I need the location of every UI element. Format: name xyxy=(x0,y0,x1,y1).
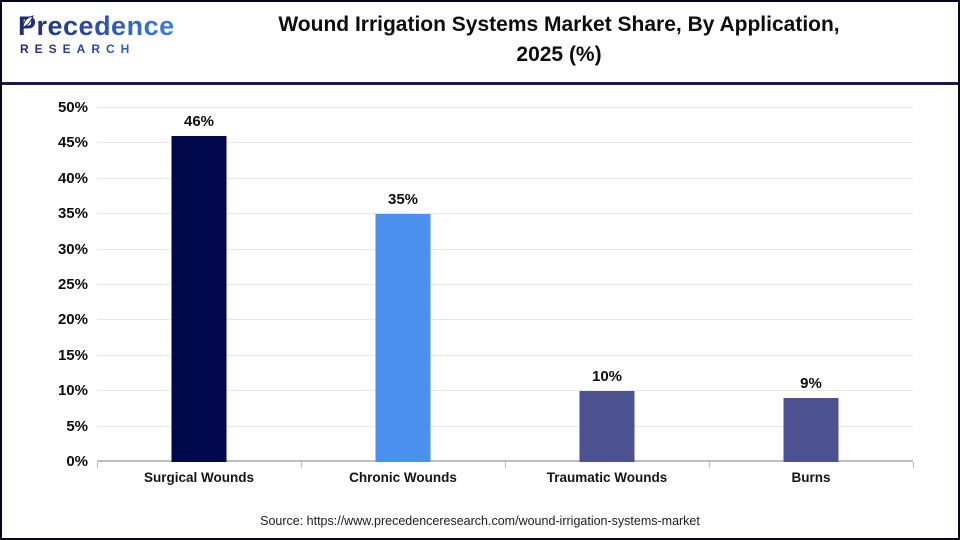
y-tick-label: 5% xyxy=(66,417,88,435)
y-tick-label: 10% xyxy=(57,382,88,400)
plot-area: 46% 35% 10% 9% xyxy=(97,107,914,468)
y-tick-label: 45% xyxy=(57,134,88,152)
bar-value-label: 10% xyxy=(591,368,623,386)
gridline xyxy=(97,354,913,356)
bar-value-label: 35% xyxy=(387,191,419,209)
gridline xyxy=(97,107,913,108)
chart-title-line1: Wound Irrigation Systems Market Share, B… xyxy=(278,13,840,36)
gridline xyxy=(97,177,913,179)
x-category-label: Chronic Wounds xyxy=(349,470,457,485)
bar-cell: 35% xyxy=(301,108,505,462)
x-axis-tick xyxy=(913,462,914,468)
bar-burns xyxy=(783,398,839,462)
x-axis-tick xyxy=(97,462,98,468)
leaf-icon xyxy=(22,15,34,28)
gridline xyxy=(97,390,913,392)
bar-value-label: 9% xyxy=(800,375,822,393)
x-category-label: Surgical Wounds xyxy=(143,470,254,485)
gridline xyxy=(97,142,913,144)
x-axis-tick xyxy=(301,462,302,468)
x-axis-line xyxy=(97,460,913,462)
y-tick-label: 15% xyxy=(57,346,88,364)
x-category-label: Traumatic Wounds xyxy=(546,470,668,485)
precedence-logo: Precedence RESEARCH xyxy=(18,12,188,57)
logo-wordmark: Precedence xyxy=(18,12,188,41)
y-tick-label: 40% xyxy=(57,169,88,187)
x-axis-labels: Surgical Wounds Chronic Wounds Traumatic W… xyxy=(97,470,913,485)
gridline xyxy=(97,284,913,285)
y-tick-label: 50% xyxy=(57,99,88,116)
bar-surgical-wounds xyxy=(171,136,227,462)
chart-title: Wound Irrigation Systems Market Share, B… xyxy=(164,10,954,71)
bar-cell: 9% xyxy=(709,108,913,462)
bar-chronic-wounds xyxy=(375,214,431,462)
source-text: Source: https://www.precedenceresearch.c… xyxy=(260,514,700,528)
y-tick-label: 35% xyxy=(57,205,88,223)
gridline xyxy=(97,425,913,427)
y-tick-label: 25% xyxy=(57,276,88,293)
x-axis-tick xyxy=(505,462,506,468)
y-tick-label: 20% xyxy=(57,311,88,329)
bar-cell: 10% xyxy=(505,108,709,462)
y-axis: 50% 45% 40% 35% 30% 25% 20% 15% 10% 5% 0% xyxy=(2,99,88,470)
logo-subtitle: RESEARCH xyxy=(18,42,188,56)
y-tick-label: 30% xyxy=(57,240,88,258)
gridline xyxy=(97,319,913,321)
x-category-label: Burns xyxy=(791,470,831,485)
gridline xyxy=(97,213,913,215)
x-axis-tick xyxy=(709,462,710,468)
gridline xyxy=(97,248,913,250)
bar-value-label: 46% xyxy=(183,113,215,131)
bar-traumatic-wounds xyxy=(579,391,635,462)
chart-title-line2: 2025 (%) xyxy=(516,43,602,67)
bar-cell: 46% xyxy=(97,108,301,462)
y-tick-label: 0% xyxy=(66,453,88,470)
header-divider xyxy=(2,82,958,85)
